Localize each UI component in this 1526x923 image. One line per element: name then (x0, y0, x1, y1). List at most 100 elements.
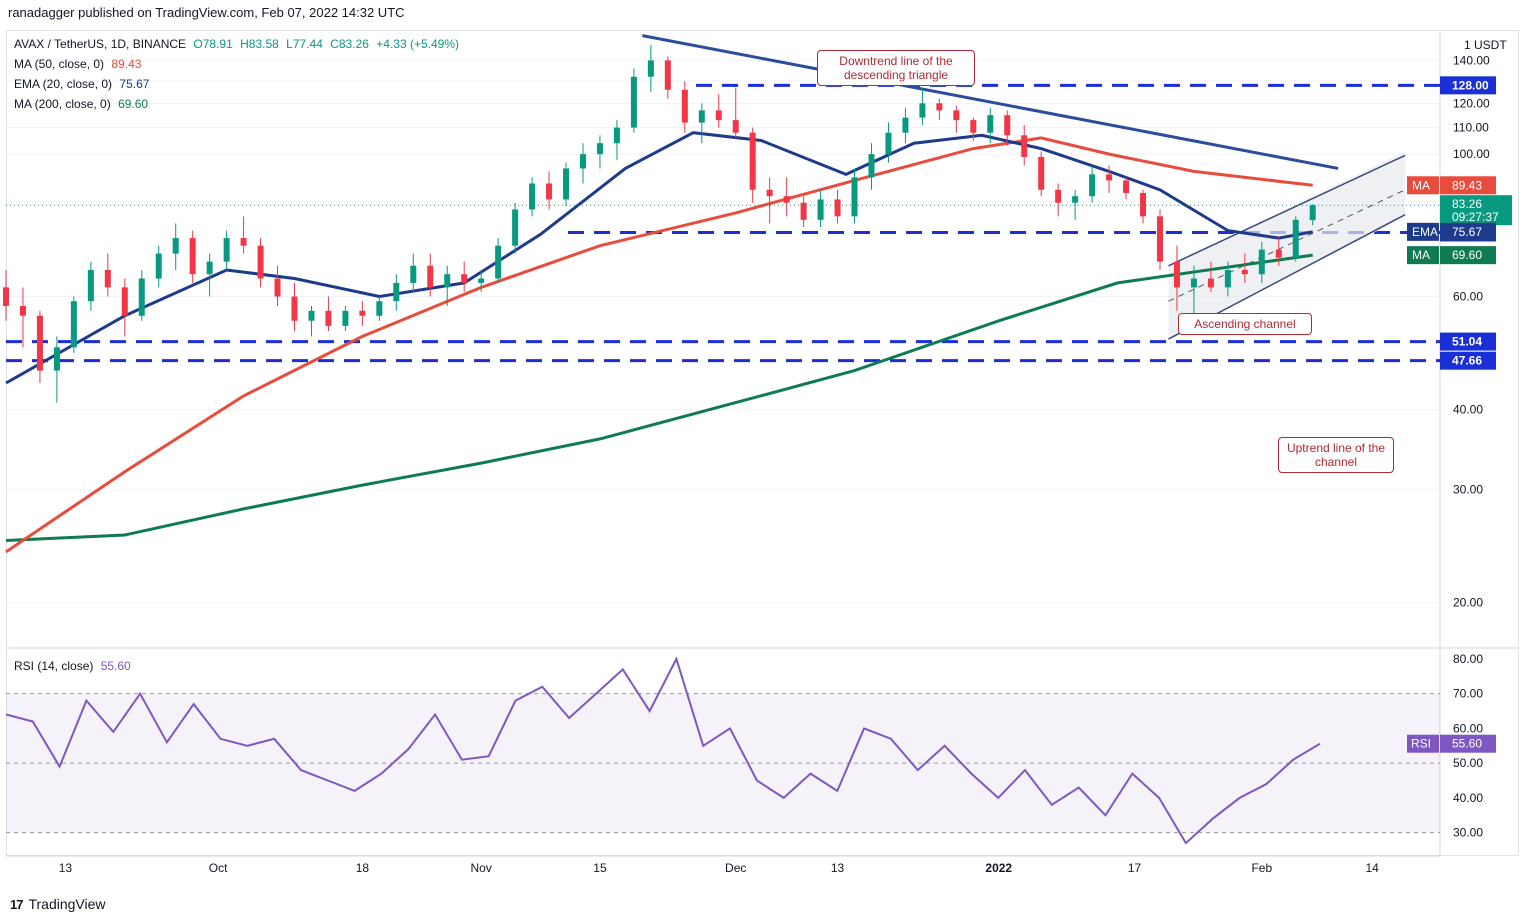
indicator-tag-name-bg (1407, 176, 1439, 195)
candle-body (121, 287, 128, 316)
candle-body (1292, 219, 1299, 258)
candle-body (1055, 189, 1062, 203)
rsi-legend[interactable]: RSI (14, close) 55.60 (14, 659, 131, 673)
candle-body (444, 274, 451, 288)
candle-body (308, 310, 315, 321)
ma50-legend[interactable]: MA (50, close, 0) 89.43 (14, 57, 141, 71)
candle-body (342, 310, 349, 326)
price-axis-ticks: 140.00130.00120.00110.00100.0060.0040.00… (1453, 53, 1490, 609)
candle-body (1123, 180, 1130, 193)
ascending-channel-annotation: Ascending channel (1178, 313, 1312, 335)
candle-body (1089, 174, 1096, 197)
level-tag (1440, 76, 1496, 95)
candle-body (189, 238, 196, 275)
candle-body (19, 305, 26, 316)
currency-label[interactable]: 1 USDT (1464, 38, 1507, 52)
indicator-tag-value: 69.60 (1452, 248, 1482, 262)
time-tick-label: 13 (831, 861, 845, 875)
candle-body (257, 245, 264, 279)
indicator-tag-name-bg (1407, 246, 1439, 265)
candle-body (664, 60, 671, 90)
candle-body (461, 274, 468, 283)
candle-body (851, 177, 858, 217)
candle-body (681, 89, 688, 123)
candle-body (512, 209, 519, 246)
price-tick-label: 40.00 (1453, 403, 1483, 417)
candle-body (1241, 269, 1248, 275)
close-value: C83.26 (330, 37, 369, 51)
price-tick-label: 100.00 (1453, 147, 1490, 161)
brand-name: TradingView (28, 896, 106, 912)
ema20-legend[interactable]: EMA (20, close, 0) 75.67 (14, 77, 149, 91)
rsi-value: 55.60 (100, 659, 131, 673)
candle-body (783, 196, 790, 203)
candle-body (104, 269, 111, 288)
rsi-tag-value-bg (1440, 734, 1496, 753)
candlesticks (3, 44, 1316, 403)
rsi-tick-label: 80.00 (1453, 652, 1483, 666)
price-tick-label: 110.00 (1453, 121, 1489, 135)
candle-body (1224, 269, 1231, 288)
candle-body (817, 199, 824, 220)
candle-body (410, 265, 417, 283)
candle-body (885, 132, 892, 155)
candle-body (1004, 115, 1011, 136)
level-tag-label: 128.00 (1452, 78, 1489, 92)
candle-body (1309, 205, 1316, 221)
time-tick-label: 15 (593, 861, 607, 875)
candle-body (902, 117, 909, 133)
candle-body (1207, 278, 1214, 288)
ma50-line (5, 136, 1313, 554)
ma200-legend[interactable]: MA (200, close, 0) 69.60 (14, 97, 148, 111)
ma50-value: 89.43 (111, 57, 142, 71)
change-value: +4.33 (+5.49%) (376, 37, 459, 51)
candle-body (970, 120, 977, 133)
candle-body (563, 168, 570, 200)
indicator-tag-value-bg (1440, 246, 1496, 265)
price-tick-label: 140.00 (1453, 53, 1490, 67)
indicator-tag-value: 89.43 (1452, 178, 1482, 192)
candle-body (393, 282, 400, 302)
footer-brand[interactable]: 17 TradingView (10, 896, 106, 912)
candle-body (359, 310, 366, 316)
price-grid (6, 32, 1519, 856)
candle-body (478, 278, 485, 283)
candle-body (834, 199, 841, 217)
candle-body (427, 265, 434, 288)
time-tick-label: 13 (59, 861, 73, 875)
candle-body (87, 269, 94, 302)
candle-body (138, 278, 145, 316)
rsi-tick-label: 60.00 (1453, 721, 1483, 735)
candle-body (596, 143, 603, 155)
candle-body (647, 60, 654, 77)
time-tick-label: Feb (1251, 861, 1272, 875)
rsi-panel: 80.00 70.00 60.00 50.00 40.00 30.00 RSI 55.60 (5, 652, 1496, 845)
ma50-label: MA (50, close, 0) (14, 57, 105, 71)
low-value: L77.44 (286, 37, 323, 51)
time-axis: 13 Oct 18 Nov 15 Dec 13 2022 17 Feb 14 (6, 855, 1440, 875)
high-value: H83.58 (240, 37, 279, 51)
candle-body (766, 189, 773, 197)
level-tag-label: 47.66 (1452, 354, 1482, 368)
rsi-tick-label: 70.00 (1453, 687, 1483, 701)
candle-body (800, 202, 807, 220)
candle-body (274, 278, 281, 297)
indicator-tag-name: MA (1412, 248, 1430, 262)
candle-body (240, 238, 247, 246)
symbol-legend[interactable]: AVAX / TetherUS, 1D, BINANCE O78.91 H83.… (14, 37, 459, 51)
candle-body (919, 103, 926, 118)
price-tick-label: 30.00 (1453, 483, 1483, 497)
candle-body (987, 115, 994, 133)
candle-body (953, 110, 960, 121)
candle-body (172, 238, 179, 254)
ema20-value: 75.67 (119, 77, 150, 91)
ema20-label: EMA (20, close, 0) (14, 77, 113, 91)
symbol-name: AVAX / TetherUS, 1D, BINANCE (14, 37, 187, 51)
last-price-label: 83.26 (1452, 197, 1482, 211)
candle-body (1021, 135, 1028, 157)
channel-fill (1168, 151, 1406, 340)
uptrend-line-annotation: Uptrend line of the channel (1278, 437, 1394, 473)
candle-body (1106, 174, 1113, 181)
